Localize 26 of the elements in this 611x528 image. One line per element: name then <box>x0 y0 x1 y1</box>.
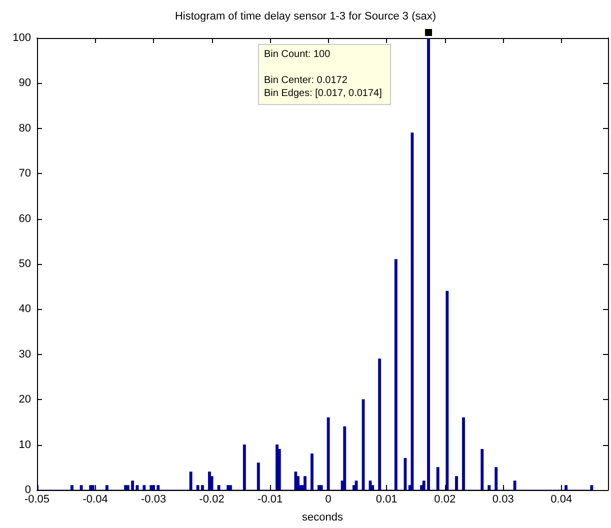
y-tick-label: 80 <box>18 122 31 134</box>
x-axis-title: seconds <box>302 512 344 524</box>
x-tick-label: 0.04 <box>550 494 572 506</box>
chart-title: Histogram of time delay sensor 1-3 for Source 3 (sax) <box>174 10 436 22</box>
x-tick-label: -0.01 <box>258 494 283 506</box>
x-tick-label: -0.05 <box>24 494 50 506</box>
y-tick-label: 60 <box>18 212 31 225</box>
y-tick-label: 70 <box>18 168 31 180</box>
x-tick-label: -0.03 <box>140 494 166 506</box>
y-tick-label: 30 <box>18 348 31 360</box>
y-tick-label: 20 <box>18 394 31 406</box>
x-tick-label: 0.02 <box>434 494 456 506</box>
y-tick-label: 40 <box>18 303 31 316</box>
annotation: Bin Edges: [0.017, 0.0174] <box>264 87 382 100</box>
y-tick-label: 90 <box>18 77 31 90</box>
x-tick-label: -0.02 <box>199 494 224 506</box>
x-tick-label: -0.04 <box>82 494 108 506</box>
y-tick-label: 0 <box>24 484 31 496</box>
x-tick-label: 0 <box>325 494 332 506</box>
y-tick-label: 100 <box>12 32 31 44</box>
annotation: Bin Count: 100 <box>264 48 332 61</box>
y-tick-label: 50 <box>18 258 31 270</box>
x-tick-label: 0.01 <box>376 494 398 506</box>
annotation: Bin Center: 0.0172 <box>264 74 348 87</box>
y-tick-label: 10 <box>18 438 31 451</box>
x-tick-label: 0.03 <box>492 494 514 506</box>
